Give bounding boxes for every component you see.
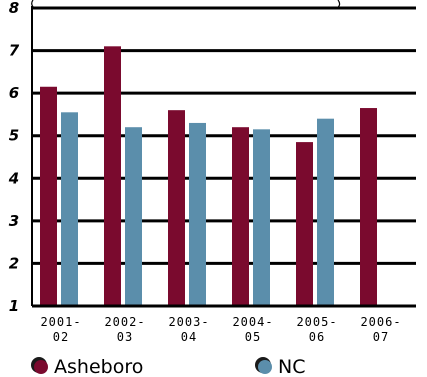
legend-marker-nc <box>258 360 272 374</box>
x-tick-label: 2006- <box>360 315 401 329</box>
gridlines <box>32 6 416 265</box>
y-tick-labels: 1 2 3 4 5 6 7 8 <box>8 0 20 315</box>
y-tick-label: 5 <box>9 127 19 145</box>
bar-nc <box>61 112 78 306</box>
bar-nc <box>125 127 142 306</box>
y-tick-label: 8 <box>9 0 19 17</box>
x-tick-label: 07 <box>373 330 389 344</box>
y-tick-label: 1 <box>9 297 19 315</box>
y-tick-label: 4 <box>8 169 19 187</box>
bar-asheboro <box>104 46 121 307</box>
bars <box>40 46 377 307</box>
legend-marker-asheboro <box>34 360 48 374</box>
legend-label-asheboro: Asheboro <box>54 356 143 377</box>
axes <box>31 6 416 308</box>
y-tick-label: 2 <box>9 254 19 272</box>
y-tick-label: 6 <box>9 84 19 102</box>
bar-asheboro <box>168 110 185 307</box>
legend: Asheboro NC <box>31 356 305 377</box>
bar-asheboro <box>40 86 57 306</box>
bar-nc <box>189 122 206 306</box>
x-tick-label: 03 <box>117 330 133 344</box>
x-tick-label: 2005- <box>296 315 337 329</box>
bar-nc <box>317 118 334 306</box>
x-tick-label: 2002- <box>104 315 145 329</box>
bar-asheboro <box>360 108 377 307</box>
bar-asheboro <box>232 127 249 306</box>
x-tick-labels: 2001-02 2002-03 2003-04 2004-05 2005-06 2006-… <box>40 315 401 344</box>
bar-nc <box>253 129 270 306</box>
x-tick-label: 2003- <box>168 315 209 329</box>
x-tick-label: 2004- <box>232 315 273 329</box>
x-tick-label: 04 <box>181 330 197 344</box>
y-tick-label: 3 <box>9 212 19 230</box>
legend-label-nc: NC <box>278 356 305 377</box>
y-tick-label: 7 <box>9 42 20 60</box>
x-tick-label: 06 <box>309 330 325 344</box>
x-tick-label: 02 <box>53 330 69 344</box>
bar-asheboro <box>296 142 313 306</box>
x-tick-label: 05 <box>245 330 261 344</box>
x-tick-label: 2001- <box>40 315 81 329</box>
